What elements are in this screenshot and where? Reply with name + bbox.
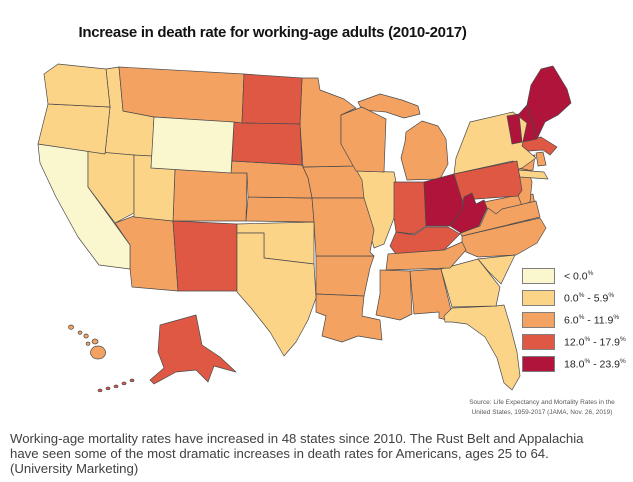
- state-shape-ND: [241, 73, 303, 125]
- legend-swatch: [522, 334, 555, 350]
- state-shape-IA: [302, 165, 365, 199]
- map-legend: < 0.0% 0.0% - 5.9% 6.0% - 11.9% 12.0% - 17.…: [522, 268, 632, 378]
- state-shape-NM: [172, 220, 238, 292]
- state-shape-SC: [477, 254, 516, 285]
- state-shape-AR: [315, 255, 375, 297]
- state-shape-WY: [150, 116, 235, 174]
- state-shape-WI: [340, 106, 387, 173]
- legend-label: 18.0% - 23.9%: [564, 357, 626, 371]
- caption-line: (University Marketing): [10, 461, 139, 476]
- caption-line: have seen some of the most dramatic incr…: [10, 446, 549, 461]
- state-shape-SD: [231, 121, 303, 166]
- state-shape-MS: [375, 269, 413, 321]
- state-shape-TX: [236, 232, 317, 357]
- legend-item: 0.0% - 5.9%: [522, 290, 632, 306]
- state-shape-IN: [393, 181, 427, 235]
- states-layer: [37, 63, 572, 393]
- legend-label: 12.0% - 17.9%: [564, 335, 626, 349]
- state-shape-NE: [230, 160, 313, 199]
- state-shape-NV: [87, 150, 135, 224]
- legend-swatch: [522, 268, 555, 284]
- legend-item: 6.0% - 11.9%: [522, 312, 632, 328]
- state-shape-GA: [440, 258, 501, 308]
- state-shape-VA: [459, 200, 541, 237]
- state-shape-ME: [526, 65, 572, 140]
- state-shape-PA: [453, 160, 523, 201]
- legend-label: 0.0% - 5.9%: [564, 291, 615, 305]
- legend-label: < 0.0%: [564, 269, 594, 283]
- state-shape-WA: [43, 63, 111, 108]
- legend-item: < 0.0%: [522, 268, 632, 284]
- legend-item: 18.0% - 23.9%: [522, 356, 632, 372]
- map-title: Increase in death rate for working-age a…: [78, 24, 467, 41]
- state-shape-MO: [311, 197, 375, 257]
- state-shape-RI: [535, 151, 547, 167]
- caption-text: Working-age mortality rates have increas…: [10, 431, 628, 476]
- state-shape-AK: [97, 314, 237, 393]
- state-shape-FL: [443, 304, 521, 391]
- source-line: Source: Life Expectancy and Mortality Ra…: [469, 399, 615, 406]
- source-line: United States, 1959-2017 (JAMA, Nov. 26,…: [471, 409, 613, 417]
- legend-swatch: [522, 290, 555, 306]
- caption-line: Working-age mortality rates have increas…: [10, 431, 584, 446]
- legend-item: 12.0% - 17.9%: [522, 334, 632, 350]
- state-shape-TN: [385, 241, 467, 271]
- state-shape-WV: [449, 192, 488, 234]
- state-shape-KS: [245, 196, 315, 223]
- legend-label: 6.0% - 11.9%: [564, 313, 620, 327]
- state-shape-HI: [68, 324, 106, 360]
- state-shape-VT: [506, 113, 523, 145]
- state-shape-LA: [315, 293, 383, 343]
- state-shape-CO: [172, 168, 248, 222]
- source-note: Source: Life Expectancy and Mortality Ra…: [452, 398, 632, 418]
- legend-swatch: [522, 312, 555, 328]
- legend-swatch: [522, 356, 555, 372]
